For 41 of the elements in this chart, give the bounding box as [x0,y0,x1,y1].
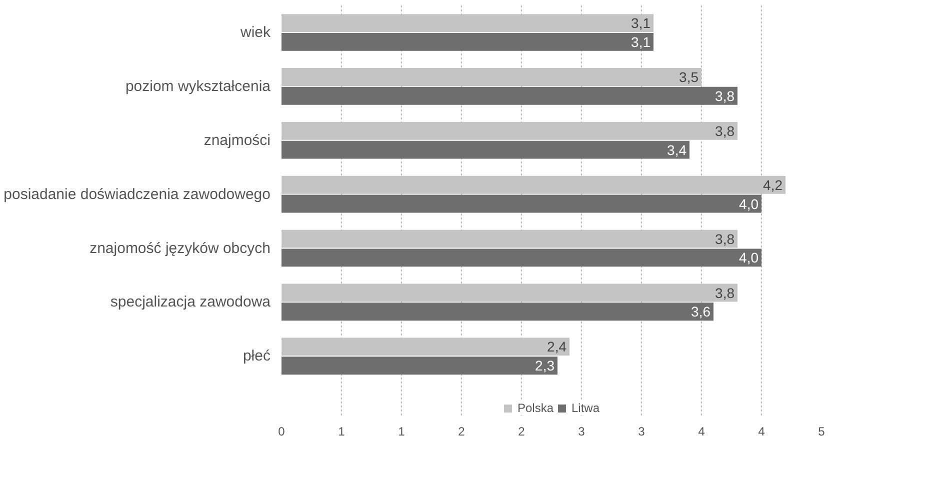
data-label: 3,8 [715,230,735,247]
x-tick-label: 1 [338,424,346,438]
data-label: 4,0 [739,250,759,266]
bar [282,338,570,356]
x-tick-label: 3 [638,424,646,438]
data-label: 3,8 [715,122,735,139]
bar [282,194,762,213]
data-label: 4,0 [739,196,759,212]
x-tick-label: 2 [518,424,526,438]
data-label: 3,6 [691,304,711,320]
legend-label: Litwa [572,401,600,415]
bar [282,302,714,321]
data-label: 2,4 [547,338,567,355]
x-tick-label: 1 [398,424,406,438]
y-tick-label: znajomość języków obcych [90,240,271,257]
data-label: 3,4 [667,142,687,158]
x-tick-label: 0 [278,424,286,438]
bar [282,248,762,267]
x-tick-label: 2 [458,424,466,438]
bar [282,86,738,105]
data-label: 3,1 [631,15,651,32]
y-tick-label: wiek [239,24,271,41]
data-label: 3,8 [715,88,735,104]
bar [282,32,654,51]
legend-label: Polska [517,401,554,415]
data-label: 2,3 [535,358,555,374]
y-tick-label: znajmości [204,132,270,149]
bar [282,140,690,159]
y-tick-label: płeć [242,348,271,365]
data-label: 4,2 [763,176,783,193]
x-tick-label: 3 [578,424,586,438]
y-tick-label: poziom wykształcenia [125,78,272,95]
x-tick-label: 4 [698,424,706,438]
data-label: 3,1 [631,34,651,50]
y-tick-label: posiadanie doświadczenia zawodowego [4,186,271,203]
bar [282,356,558,375]
data-label: 3,5 [679,68,699,85]
data-label: 3,8 [715,284,735,301]
x-tick-label: 5 [818,424,826,438]
y-tick-label: specjalizacja zawodowa [110,294,272,311]
x-tick-label: 4 [758,424,766,438]
